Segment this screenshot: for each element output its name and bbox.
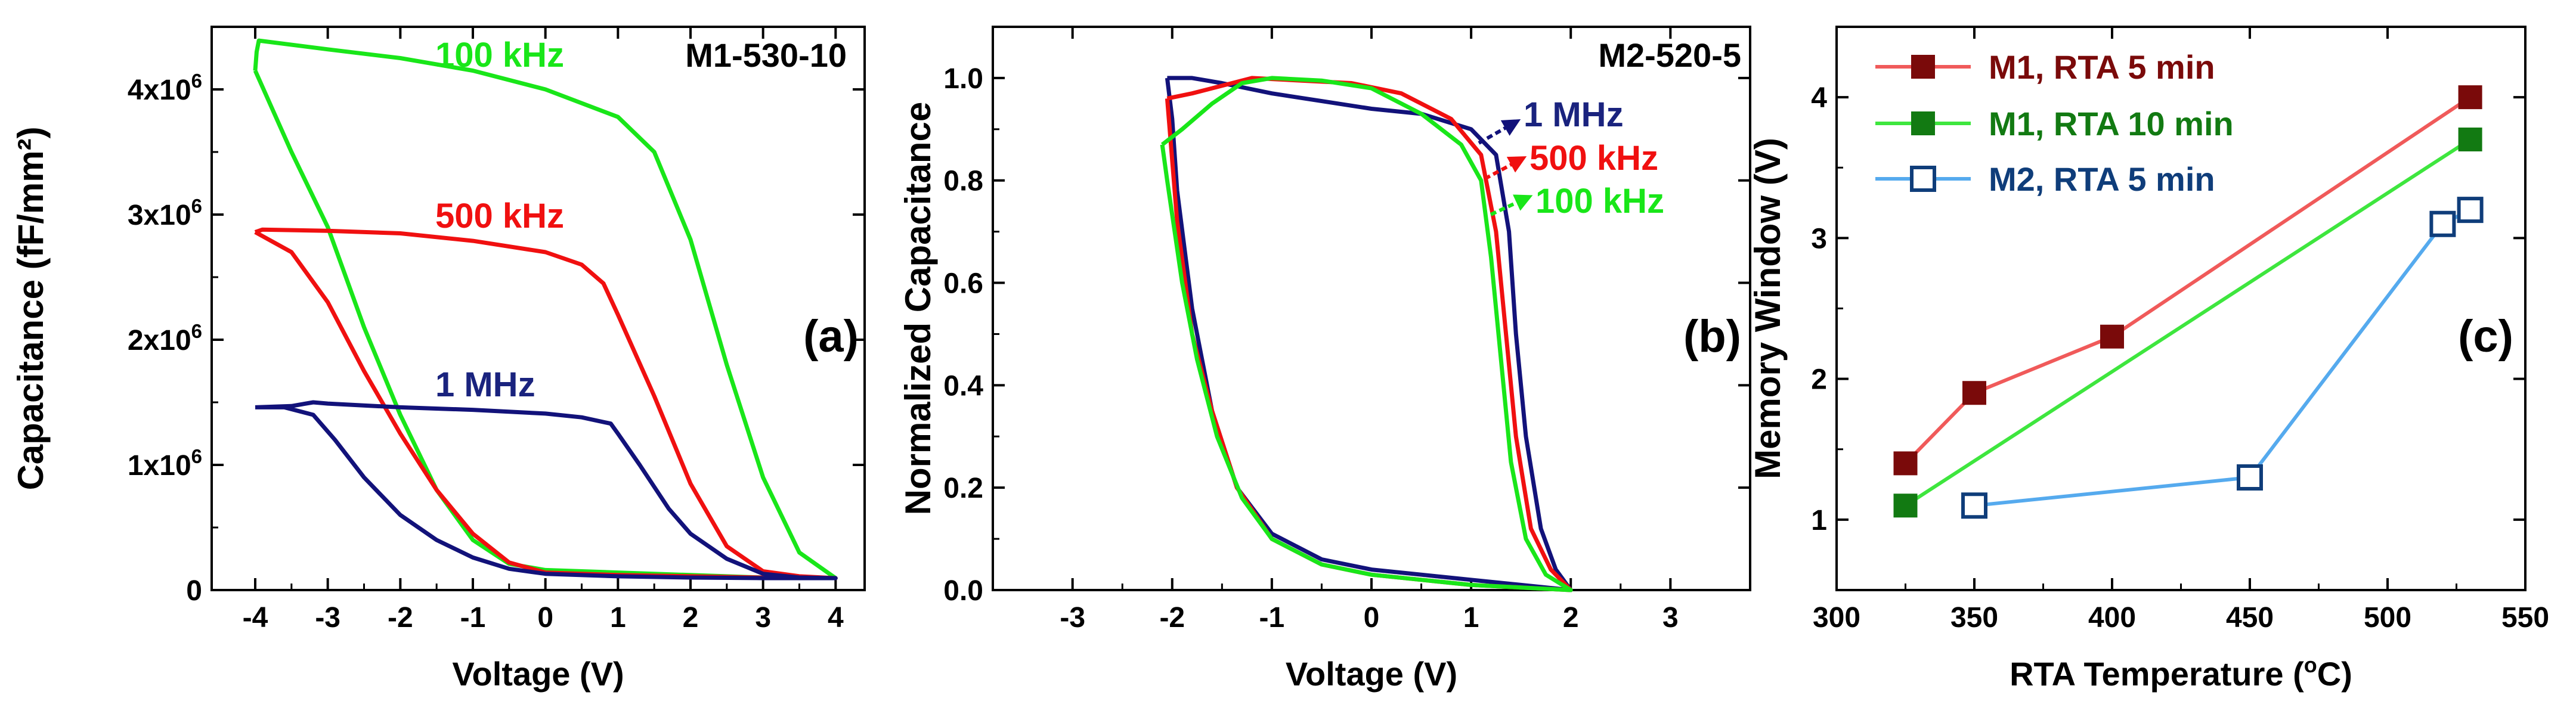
y-tick-label-b: 0.4 xyxy=(943,370,983,402)
panel-label-a: (a) xyxy=(803,311,859,362)
y-tick-label-a: 3x106 xyxy=(128,195,202,231)
x-axis-title-b: Voltage (V) xyxy=(1286,655,1457,693)
legend-label-c: M2, RTA 5 min xyxy=(1989,160,2215,198)
x-tick-label-a: -4 xyxy=(243,602,268,634)
sample-label-a: M1-530-10 xyxy=(685,36,847,74)
x-tick-label-a: -2 xyxy=(388,602,413,634)
panel-c: 300 350 400 450 500 550 1 2 3 4 M1, RTA 5 min M1, R… xyxy=(1748,26,2549,693)
series-a-1-mhz xyxy=(255,400,838,581)
x-axis-title-c: RTA Temperature (oC) xyxy=(2010,653,2352,693)
y-tick-label-c: 4 xyxy=(1811,82,1827,114)
y-tick-label-b: 1.0 xyxy=(943,63,983,95)
x-axis-title-a: Voltage (V) xyxy=(452,655,624,693)
x-tick-label-c: 400 xyxy=(2088,602,2136,634)
series-b-500-khz xyxy=(1165,76,1573,592)
legend-entry-c: M2, RTA 5 min xyxy=(1875,160,2215,198)
x-tick-label-a: -3 xyxy=(315,602,340,634)
legend-entry-c: M1, RTA 5 min xyxy=(1875,48,2215,86)
series-line-c-0 xyxy=(1904,95,2472,465)
legend-marker-c xyxy=(1910,166,1936,192)
x-tick-label-a: 4 xyxy=(828,602,844,634)
annotation-label-b: 500 kHz xyxy=(1530,139,1658,178)
panel-label-c: (c) xyxy=(2458,311,2513,362)
y-tick-label-a: 0 xyxy=(186,575,202,607)
annotation-label-b: 100 kHz xyxy=(1535,182,1664,221)
data-point-c xyxy=(2457,197,2484,224)
panel-a: -4 -3 -2 -1 0 1 2 3 4 0 1x106 2x106 3x106 4x106 100 kH… xyxy=(11,26,866,693)
y-axis-title-a: Capacitance (fF/mm²) xyxy=(11,126,51,490)
x-tick-label-c: 450 xyxy=(2226,602,2274,634)
data-point-c xyxy=(1961,492,1987,519)
panel-label-b: (b) xyxy=(1683,311,1741,362)
data-point-c xyxy=(2237,464,2263,491)
annotation-arrow-b xyxy=(1478,119,1521,145)
x-tick-label-b: 2 xyxy=(1563,602,1579,634)
annotation-arrow-b xyxy=(1484,156,1527,181)
series-line-c-1 xyxy=(1904,138,2472,507)
data-point-c xyxy=(1893,494,1918,518)
series-label-500khz-a: 500 kHz xyxy=(435,197,564,235)
panel-b: -3 -2 -1 0 1 2 3 0.0 0.2 0.4 0.6 0.8 1.0 M2-520-5 (b) 1… xyxy=(898,26,1751,693)
y-tick-label-a: 4x106 xyxy=(128,70,202,106)
plot-frame-a xyxy=(210,26,866,591)
y-tick-label-b: 0.6 xyxy=(943,268,983,300)
annotation-label-b: 1 MHz xyxy=(1524,95,1624,134)
series-label-100khz-a: 100 kHz xyxy=(435,36,564,75)
y-axis-title-b: Normalized Capacitance xyxy=(898,102,938,516)
data-point-c xyxy=(1962,381,1986,405)
y-tick-label-a: 2x106 xyxy=(128,320,202,356)
y-tick-label-a: 1x106 xyxy=(128,445,202,482)
series-b-1-mhz xyxy=(1165,76,1573,592)
data-point-c xyxy=(2429,210,2456,237)
x-tick-label-b: 0 xyxy=(1364,602,1380,634)
legend-label-c: M1, RTA 10 min xyxy=(1989,105,2234,142)
x-tick-label-c: 550 xyxy=(2501,602,2549,634)
series-label-1mhz-a: 1 MHz xyxy=(435,365,535,404)
legend-label-c: M1, RTA 5 min xyxy=(1989,48,2215,86)
x-tick-label-a: 2 xyxy=(683,602,699,634)
y-tick-label-c: 3 xyxy=(1811,223,1827,255)
x-tick-label-a: -1 xyxy=(460,602,486,634)
x-tick-label-a: 0 xyxy=(537,602,553,634)
series-line-c-2 xyxy=(1974,208,2471,508)
y-tick-label-c: 1 xyxy=(1811,505,1827,536)
data-point-c xyxy=(2100,324,2124,349)
annotation-arrow-b xyxy=(1490,194,1533,216)
x-tick-label-b: 1 xyxy=(1463,602,1479,634)
x-tick-label-b: 3 xyxy=(1662,602,1679,634)
plot-frame-b xyxy=(992,26,1751,591)
y-axis-title-c: Memory Window (V) xyxy=(1748,138,1788,479)
data-point-c xyxy=(2458,128,2482,151)
x-tick-label-b: -3 xyxy=(1060,602,1085,634)
x-tick-label-a: 1 xyxy=(610,602,626,634)
sample-label-b: M2-520-5 xyxy=(1598,36,1741,74)
legend-marker-c xyxy=(1911,55,1935,79)
series-a-100-khz xyxy=(253,38,838,581)
legend-marker-c xyxy=(1911,111,1935,135)
x-tick-label-c: 300 xyxy=(1813,602,1860,634)
x-tick-label-a: 3 xyxy=(755,602,771,634)
y-tick-label-b: 0.8 xyxy=(943,166,983,197)
series-b-100-khz xyxy=(1160,76,1573,592)
x-tick-label-c: 350 xyxy=(1950,602,1998,634)
y-tick-label-b: 0.2 xyxy=(943,473,983,504)
legend-entry-c: M1, RTA 10 min xyxy=(1875,105,2234,142)
y-tick-label-c: 2 xyxy=(1811,364,1827,396)
x-tick-label-b: -2 xyxy=(1159,602,1185,634)
data-point-c xyxy=(1893,451,1918,476)
y-tick-label-b: 0.0 xyxy=(943,575,983,607)
data-point-c xyxy=(2458,85,2482,110)
x-tick-label-b: -1 xyxy=(1259,602,1285,634)
x-tick-label-c: 500 xyxy=(2364,602,2411,634)
